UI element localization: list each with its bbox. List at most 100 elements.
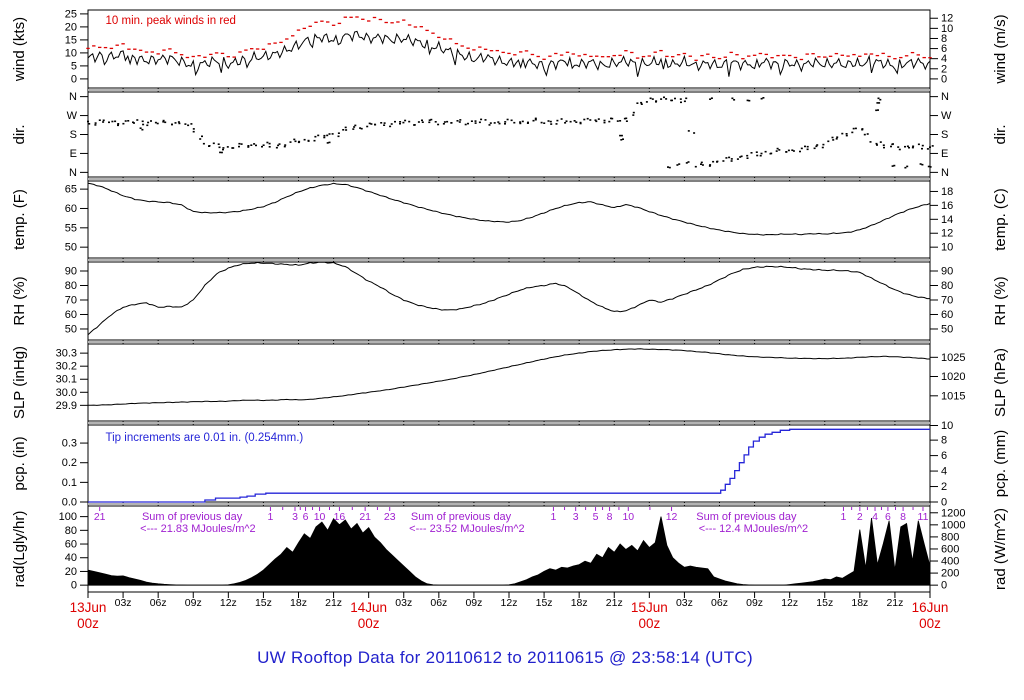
rad-cumulative-markers: 21 1 3 6 10 16 21 23 1 3 5 8 10 12 1 2 4 6 8 11 <box>94 507 929 523</box>
svg-text:21z: 21z <box>325 597 342 609</box>
svg-text:15z: 15z <box>816 597 833 609</box>
svg-text:21: 21 <box>359 511 371 523</box>
wind-peak-series <box>86 16 932 61</box>
ylabel-left-temp: temp. (F) <box>11 189 28 250</box>
ylabel-left-rh: RH (%) <box>11 276 28 325</box>
svg-text:S: S <box>941 129 948 141</box>
rad-day-sum-note-1: Sum of previous day<--- 21.83 MJoules/m^… <box>140 511 256 535</box>
svg-text:18z: 18z <box>571 597 588 609</box>
svg-text:03z: 03z <box>115 597 132 609</box>
ylabel-right-temp: temp. (C) <box>992 188 1009 251</box>
svg-text:15Jun: 15Jun <box>631 600 668 615</box>
svg-text:E: E <box>941 148 948 160</box>
svg-text:03z: 03z <box>676 597 693 609</box>
pcp-tip-note: Tip increments are 0.01 in. (0.254mm.) <box>106 432 304 444</box>
rad-area-series <box>87 516 931 586</box>
svg-text:09z: 09z <box>185 597 202 609</box>
svg-text:18z: 18z <box>290 597 307 609</box>
svg-text:90: 90 <box>941 265 953 277</box>
rh-series <box>87 261 930 336</box>
chart-title: UW Rooftop Data for 20110612 to 20110615… <box>257 648 753 667</box>
svg-text:20: 20 <box>65 566 77 578</box>
svg-text:21z: 21z <box>606 597 623 609</box>
panel-slp: 29.930.030.130.230.3 1015 1020 1025 <box>56 343 965 425</box>
svg-text:23: 23 <box>384 511 396 523</box>
svg-text:25: 25 <box>65 8 77 20</box>
svg-text:00z: 00z <box>358 616 380 631</box>
svg-text:W: W <box>67 110 78 122</box>
svg-text:4: 4 <box>941 466 947 478</box>
svg-text:3: 3 <box>292 511 298 523</box>
rad-day-sum-note-3: Sum of previous day<--- 12.4 MJoules/m^2 <box>696 511 808 535</box>
svg-text:0.3: 0.3 <box>62 438 77 450</box>
svg-text:2: 2 <box>941 481 947 493</box>
svg-text:30.1: 30.1 <box>56 374 77 386</box>
rad-day-sum-note-2: Sum of previous day<--- 23.52 MJoules/m^… <box>409 511 525 535</box>
svg-text:E: E <box>70 148 77 160</box>
temp-series <box>87 182 931 236</box>
svg-text:Sum of previous day: Sum of previous day <box>696 511 797 523</box>
pcp-step-series <box>88 428 930 503</box>
svg-text:5: 5 <box>71 60 77 72</box>
svg-text:80: 80 <box>65 280 77 292</box>
svg-text:12z: 12z <box>501 597 518 609</box>
svg-text:21: 21 <box>94 511 106 523</box>
panel-pcp: 0.0 0.1 0.2 0.3 0 2 4 6 8 10 Tip increments are 0.… <box>62 420 954 509</box>
svg-text:<--- 21.83 MJoules/m^2: <--- 21.83 MJoules/m^2 <box>140 523 256 535</box>
panel-rh: 50 60 70 80 90 50 60 70 80 90 <box>65 261 953 344</box>
svg-text:10: 10 <box>314 511 326 523</box>
dir-scatter-series <box>87 96 934 169</box>
svg-text:200: 200 <box>941 568 959 580</box>
svg-text:8: 8 <box>607 511 613 523</box>
ylabel-right-pcp: pcp. (mm) <box>992 430 1009 498</box>
svg-text:29.9: 29.9 <box>56 400 77 412</box>
ylabel-left-slp: SLP (inHg) <box>11 346 28 419</box>
svg-text:6: 6 <box>885 511 891 523</box>
svg-text:2: 2 <box>941 63 947 75</box>
svg-text:6: 6 <box>941 43 947 55</box>
svg-text:<--- 12.4 MJoules/m^2: <--- 12.4 MJoules/m^2 <box>699 523 808 535</box>
svg-text:70: 70 <box>941 294 953 306</box>
svg-text:<--- 23.52 MJoules/m^2: <--- 23.52 MJoules/m^2 <box>409 523 525 535</box>
svg-text:400: 400 <box>941 556 959 568</box>
svg-text:4: 4 <box>941 53 947 65</box>
svg-text:0: 0 <box>71 73 77 85</box>
svg-text:03z: 03z <box>395 597 412 609</box>
panel-temp: 50 55 60 65 10 12 14 16 18 <box>65 180 953 262</box>
svg-text:10: 10 <box>941 242 953 254</box>
svg-text:0.2: 0.2 <box>62 457 77 469</box>
svg-text:50: 50 <box>65 323 77 335</box>
svg-text:60: 60 <box>65 539 77 551</box>
svg-text:1020: 1020 <box>941 371 965 383</box>
svg-text:6: 6 <box>303 511 309 523</box>
svg-text:14: 14 <box>941 214 953 226</box>
svg-text:600: 600 <box>941 543 959 555</box>
svg-text:0: 0 <box>941 73 947 85</box>
svg-text:S: S <box>70 129 77 141</box>
svg-text:10: 10 <box>941 420 953 432</box>
svg-text:12: 12 <box>666 511 678 523</box>
svg-text:40: 40 <box>65 552 77 564</box>
svg-text:1000: 1000 <box>941 519 965 531</box>
svg-text:16: 16 <box>941 200 953 212</box>
svg-text:30.2: 30.2 <box>56 361 77 373</box>
svg-text:06z: 06z <box>711 597 728 609</box>
svg-text:N: N <box>941 91 949 103</box>
svg-text:Sum of previous day: Sum of previous day <box>411 511 512 523</box>
svg-text:10: 10 <box>622 511 634 523</box>
svg-text:50: 50 <box>65 242 77 254</box>
svg-text:00z: 00z <box>77 616 99 631</box>
svg-text:14Jun: 14Jun <box>350 600 387 615</box>
wind-avg-series <box>87 30 931 77</box>
svg-text:10: 10 <box>65 47 77 59</box>
svg-text:W: W <box>941 110 952 122</box>
svg-text:8: 8 <box>900 511 906 523</box>
wind-peak-note: 10 min. peak winds in red <box>106 15 236 27</box>
svg-text:00z: 00z <box>638 616 660 631</box>
svg-text:5: 5 <box>593 511 599 523</box>
